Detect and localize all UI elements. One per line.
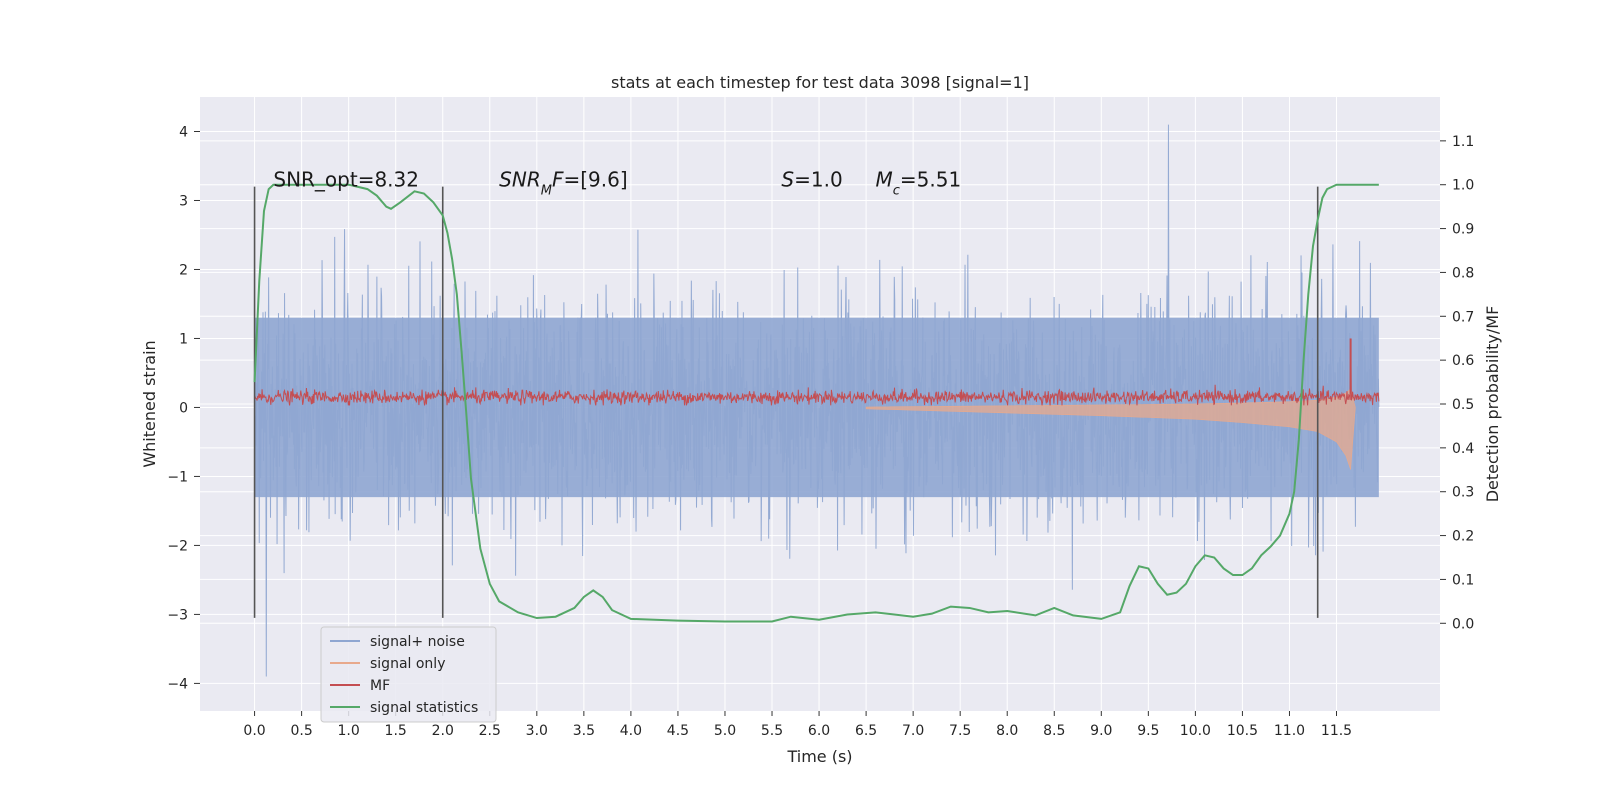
y-left-tick-label: 0 <box>179 400 188 416</box>
x-tick-label: 6.0 <box>808 723 830 739</box>
x-tick-label: 1.0 <box>338 723 360 739</box>
annotation-snr-opt: SNR_opt=8.32 <box>273 168 419 192</box>
y-right-axis-label: Detection probability/MF <box>1483 306 1502 503</box>
x-tick-label: 9.0 <box>1090 723 1112 739</box>
x-tick-label: 8.0 <box>996 723 1018 739</box>
y-right-tick-label: 0.2 <box>1452 529 1474 545</box>
y-left-tick-label: 1 <box>179 331 188 347</box>
y-left-tick-label: −2 <box>167 538 188 554</box>
y-right-tick-label: 0.0 <box>1452 616 1474 632</box>
y-right-tick-label: 0.5 <box>1452 397 1474 413</box>
x-tick-label: 5.0 <box>714 723 736 739</box>
y-right-tick-label: 1.1 <box>1452 134 1474 150</box>
x-tick-label: 2.5 <box>479 723 501 739</box>
x-axis-ticks: 0.0 0.5 1.0 1.5 2.0 2.5 3.0 3.5 4.0 4.5 5.0 5.5 6.0 6… <box>243 711 1352 739</box>
legend-label-mf: MF <box>370 678 390 694</box>
chart-title: stats at each timestep for test data 309… <box>611 73 1029 92</box>
x-tick-label: 7.0 <box>902 723 924 739</box>
signal-only-series <box>865 388 1356 470</box>
annotations: SNR_opt=8.32 SNRMF=[9.6] S=1.0 Mc=5.51 <box>273 168 961 199</box>
y-left-tick-label: −3 <box>167 607 188 623</box>
x-tick-label: 3.5 <box>573 723 595 739</box>
x-tick-label: 7.5 <box>949 723 971 739</box>
x-tick-label: 2.0 <box>432 723 454 739</box>
x-tick-label: 1.5 <box>385 723 407 739</box>
y-right-tick-label: 0.6 <box>1452 353 1474 369</box>
y-left-axis-label: Whitened strain <box>140 340 159 467</box>
legend-box <box>320 626 497 723</box>
x-tick-label: 9.5 <box>1137 723 1159 739</box>
legend-label-signal-statistics: signal statistics <box>370 700 478 716</box>
annotation-mc: Mc=5.51 <box>876 168 962 199</box>
annotation-s: S=1.0 <box>781 168 842 192</box>
y-right-tick-label: 0.4 <box>1452 441 1474 457</box>
legend-label-signal-only: signal only <box>370 656 445 672</box>
x-tick-label: 0.0 <box>243 723 265 739</box>
signal-statistics-series <box>253 183 1379 623</box>
x-tick-label: 4.5 <box>667 723 689 739</box>
y-left-tick-label: −4 <box>167 676 188 692</box>
x-tick-label: 11.5 <box>1321 723 1352 739</box>
window-markers <box>253 186 1319 618</box>
x-tick-label: 10.5 <box>1227 723 1258 739</box>
y-right-tick-label: 0.8 <box>1452 265 1474 281</box>
y-left-tick-label: −1 <box>167 469 188 485</box>
y-right-tick-label: 0.3 <box>1452 485 1474 501</box>
x-tick-label: 3.0 <box>526 723 548 739</box>
y-right-tick-label: 0.1 <box>1452 572 1474 588</box>
x-tick-label: 6.5 <box>855 723 877 739</box>
annotation-snr-mf: SNRMF=[9.6] <box>499 168 627 199</box>
y-right-tick-label: 0.9 <box>1452 222 1474 238</box>
y-left-tick-label: 4 <box>179 124 188 140</box>
x-axis-label: Time (s) <box>786 747 852 766</box>
y-left-axis-ticks: −4 −3 −2 −1 0 1 2 3 4 <box>167 124 200 692</box>
y-left-tick-label: 2 <box>179 262 188 278</box>
y-left-tick-label: 3 <box>179 193 188 209</box>
x-tick-label: 11.0 <box>1274 723 1305 739</box>
plot-series <box>253 124 1380 677</box>
x-tick-label: 10.0 <box>1180 723 1211 739</box>
x-tick-label: 4.0 <box>620 723 642 739</box>
y-right-axis-ticks: 0.0 0.1 0.2 0.3 0.4 0.5 0.6 0.7 0.8 0.9 1.0 1.1 <box>1440 134 1474 632</box>
x-tick-label: 5.5 <box>761 723 783 739</box>
legend-label-signal-noise: signal+ noise <box>370 634 465 650</box>
x-tick-label: 0.5 <box>290 723 312 739</box>
y-right-tick-label: 1.0 <box>1452 178 1474 194</box>
x-tick-label: 8.5 <box>1043 723 1065 739</box>
y-right-tick-label: 0.7 <box>1452 309 1474 325</box>
legend: signal+ noise signal only MF signal stat… <box>320 626 497 723</box>
